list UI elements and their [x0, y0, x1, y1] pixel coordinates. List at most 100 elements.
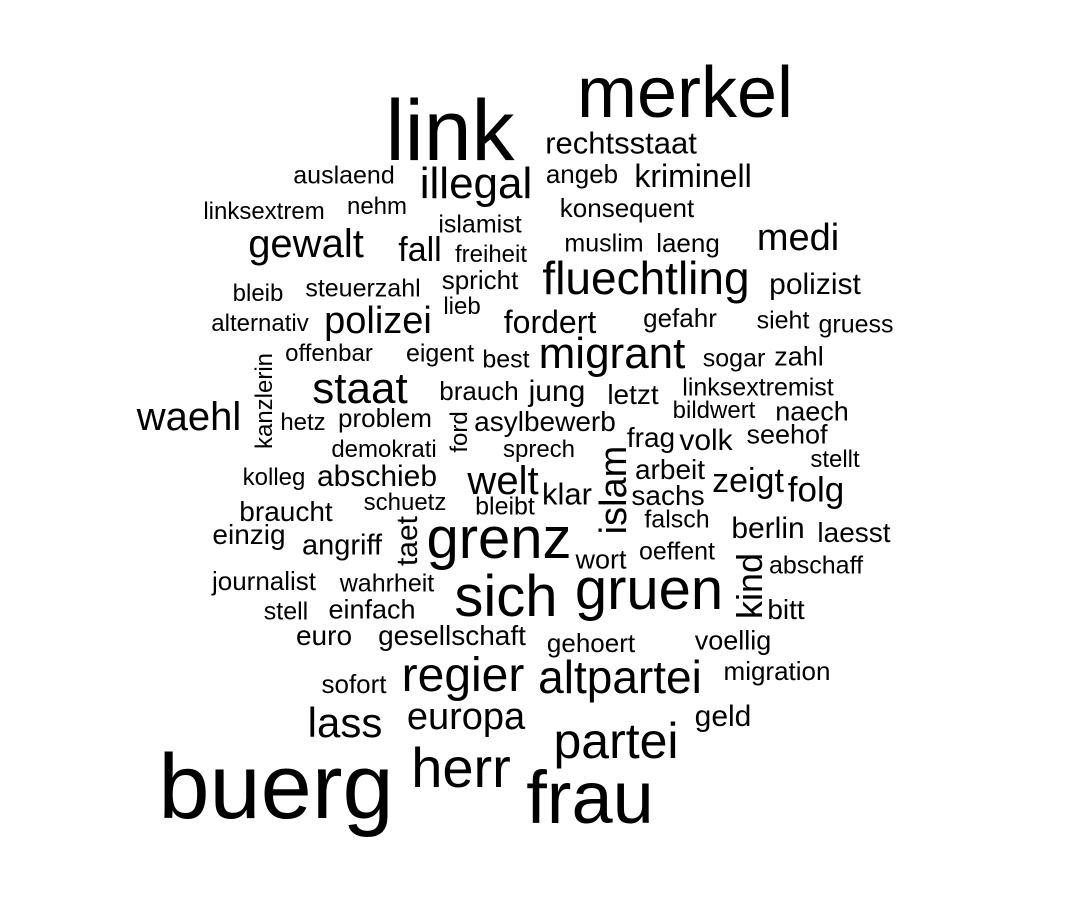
word-folg: folg — [787, 470, 845, 510]
word-stell: stell — [263, 597, 309, 626]
word-sich: sich — [454, 564, 558, 629]
word-staat: staat — [312, 364, 408, 413]
word-islamist: islamist — [438, 210, 522, 239]
word-berlin: berlin — [731, 512, 805, 545]
word-stellt: stellt — [810, 446, 860, 473]
word-gehoert: gehoert — [546, 628, 636, 658]
word-waehl: waehl — [136, 395, 242, 439]
word-migrant: migrant — [538, 329, 686, 378]
word-sieht: sieht — [756, 306, 810, 335]
word-seehof: seehof — [746, 419, 828, 450]
word-asylbewerb: asylbewerb — [474, 406, 616, 437]
word-eigent: eigent — [405, 339, 475, 368]
word-ford: ford — [446, 411, 473, 453]
word-sofort: sofort — [321, 669, 387, 699]
word-wahrheit: wahrheit — [339, 569, 435, 598]
word-volk: volk — [679, 424, 733, 457]
word-problem: problem — [338, 403, 432, 433]
word-welt: welt — [467, 459, 539, 503]
word-migration: migration — [723, 656, 831, 686]
word-auslaend: auslaend — [293, 161, 395, 190]
word-kriminell: kriminell — [634, 158, 752, 194]
word-alternativ: alternativ — [211, 310, 309, 337]
word-gewalt: gewalt — [248, 222, 364, 266]
word-rechtsstaat: rechtsstaat — [545, 125, 697, 161]
word-gesellschaft: gesellschaft — [378, 620, 526, 651]
word-linksextremist: linksextremist — [682, 373, 834, 402]
word-fall: fall — [398, 231, 442, 269]
word-letzt: letzt — [607, 379, 659, 410]
word-bitt: bitt — [767, 594, 805, 625]
word-geld: geld — [694, 700, 752, 733]
word-laesst: laesst — [817, 517, 891, 548]
word-steuerzahl: steuerzahl — [305, 274, 421, 303]
word-brauch: brauch — [439, 376, 519, 406]
word-polizist: polizist — [769, 268, 861, 301]
word-nehm: nehm — [346, 193, 408, 220]
word-muslim: muslim — [564, 229, 644, 258]
word-gruess: gruess — [818, 310, 894, 339]
word-bildwert: bildwert — [672, 397, 756, 424]
word-braucht: braucht — [239, 496, 333, 527]
word-taet: taet — [391, 515, 424, 567]
word-angeb: angeb — [545, 159, 619, 189]
word-demokrati: demokrati — [331, 436, 437, 463]
word-best: best — [482, 345, 530, 374]
word-zahl: zahl — [774, 341, 824, 372]
word-naech: naech — [775, 396, 849, 427]
word-spricht: spricht — [441, 265, 519, 295]
word-frau: frau — [526, 756, 654, 839]
word-lieb: lieb — [443, 293, 481, 320]
word-medi: medi — [756, 217, 840, 259]
word-arbeit: arbeit — [634, 454, 706, 485]
word-schuetz: schuetz — [363, 489, 447, 516]
word-bleib: bleib — [232, 280, 284, 307]
word-fordert: fordert — [503, 304, 597, 340]
word-konsequent: konsequent — [559, 193, 695, 223]
word-angriff: angriff — [301, 529, 383, 562]
word-falsch: falsch — [644, 505, 710, 534]
word-einzig: einzig — [212, 519, 286, 550]
word-lass: lass — [307, 699, 383, 746]
word-linksextrem: linksextrem — [203, 198, 325, 225]
word-gruen: gruen — [574, 557, 724, 622]
word-grenz: grenz — [426, 506, 572, 571]
word-freiheit: freiheit — [454, 241, 528, 268]
word-abschaff: abschaff — [768, 551, 864, 580]
word-link: link — [385, 83, 515, 179]
word-merkel: merkel — [576, 53, 794, 133]
word-gefahr: gefahr — [643, 303, 717, 333]
word-islam: islam — [593, 445, 635, 535]
word-partei: partei — [553, 713, 679, 769]
word-kolleg: kolleg — [242, 464, 306, 491]
word-journalist: journalist — [211, 566, 317, 596]
word-jung: jung — [528, 375, 586, 408]
word-kind: kind — [729, 552, 770, 620]
word-sogar: sogar — [702, 344, 766, 373]
word-wort: wort — [575, 544, 627, 575]
word-herr: herr — [411, 736, 511, 799]
word-offenbar: offenbar — [285, 340, 373, 367]
word-frag: frag — [626, 422, 676, 453]
word-fluechtling: fluechtling — [542, 252, 750, 304]
word-buerg: buerg — [158, 736, 394, 838]
word-klar: klar — [542, 476, 592, 512]
word-einfach: einfach — [328, 594, 416, 625]
word-illegal: illegal — [419, 159, 533, 208]
word-bleibt: bleibt — [475, 492, 535, 521]
word-oeffent: oeffent — [638, 537, 716, 566]
word-zeigt: zeigt — [712, 462, 784, 500]
word-altpartei: altpartei — [538, 651, 702, 703]
word-euro: euro — [295, 620, 353, 651]
word-regier: regier — [401, 649, 525, 702]
word-polizei: polizei — [324, 300, 432, 342]
word-sprech: sprech — [502, 436, 576, 463]
word-laeng: laeng — [656, 228, 720, 258]
word-sachs: sachs — [631, 480, 705, 511]
word-europa: europa — [406, 696, 526, 738]
word-abschieb: abschieb — [316, 460, 438, 493]
word-hetz: hetz — [280, 409, 326, 436]
word-voellig: voellig — [694, 625, 772, 656]
word-kanzlerin: kanzlerin — [251, 352, 278, 450]
